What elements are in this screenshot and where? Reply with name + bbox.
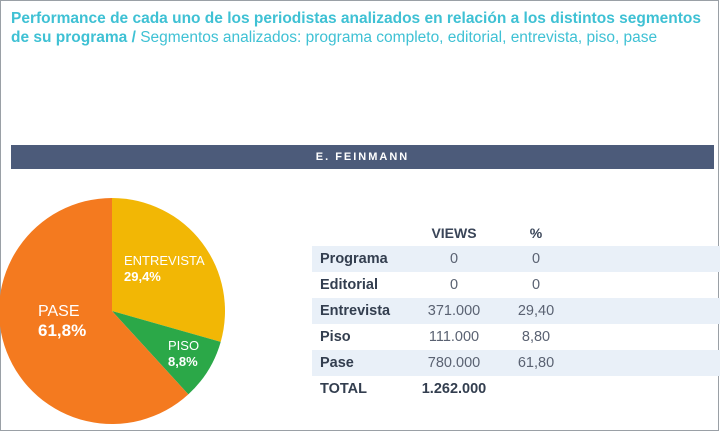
header-views: VIEWS <box>431 225 477 241</box>
table-total-row: TOTAL 1.262.000 <box>312 376 720 402</box>
row-pct: 29,40 <box>517 303 555 319</box>
title-bold: Performance de cada uno de los periodist… <box>11 10 701 46</box>
table-row: Piso 111.000 8,80 <box>312 324 720 350</box>
title-light: Segmentos analizados: programa completo,… <box>135 29 658 46</box>
slice-value-pase: 61,8% <box>38 321 86 340</box>
row-name: Editorial <box>320 277 379 293</box>
row-pct: 0 <box>531 277 541 293</box>
row-name: Piso <box>320 329 351 345</box>
pie-slice-piso <box>112 311 221 395</box>
table-row: Entrevista 371.000 29,40 <box>312 298 720 324</box>
page-title: Performance de cada uno de los periodist… <box>11 9 711 47</box>
slice-label-pase: PASE <box>38 303 80 320</box>
row-views: 371.000 <box>427 303 481 319</box>
total-label: TOTAL <box>320 381 367 397</box>
header-pct: % <box>529 225 543 241</box>
row-views: 0 <box>449 251 459 267</box>
slice-label-piso: PISO <box>168 338 199 353</box>
slice-label-entrevista: ENTREVISTA <box>124 253 205 268</box>
table-row: Editorial 0 0 <box>312 272 720 298</box>
row-name: Pase <box>320 355 354 371</box>
row-name: Entrevista <box>320 303 391 319</box>
journalist-name: E. FEINMANN <box>315 151 410 163</box>
row-pct: 0 <box>531 251 541 267</box>
row-views: 0 <box>449 277 459 293</box>
total-views: 1.262.000 <box>421 381 487 397</box>
slice-value-piso: 8,8% <box>168 354 198 369</box>
journalist-band: E. FEINMANN <box>11 145 714 169</box>
table-header: VIEWS % <box>312 220 720 246</box>
row-pct: 61,80 <box>517 355 555 371</box>
row-name: Programa <box>320 251 388 267</box>
row-pct: 8,80 <box>521 329 551 345</box>
table-row: Pase 780.000 61,80 <box>312 350 720 376</box>
pie-slice-pase <box>0 198 189 424</box>
slice-value-entrevista: 29,4% <box>124 269 161 284</box>
views-table: VIEWS % Programa 0 0 Editorial 0 0 Entre… <box>312 220 720 402</box>
row-views: 780.000 <box>427 355 481 371</box>
pie-slice-entrevista <box>112 198 225 342</box>
row-views: 111.000 <box>428 329 480 345</box>
table-row: Programa 0 0 <box>312 246 720 272</box>
